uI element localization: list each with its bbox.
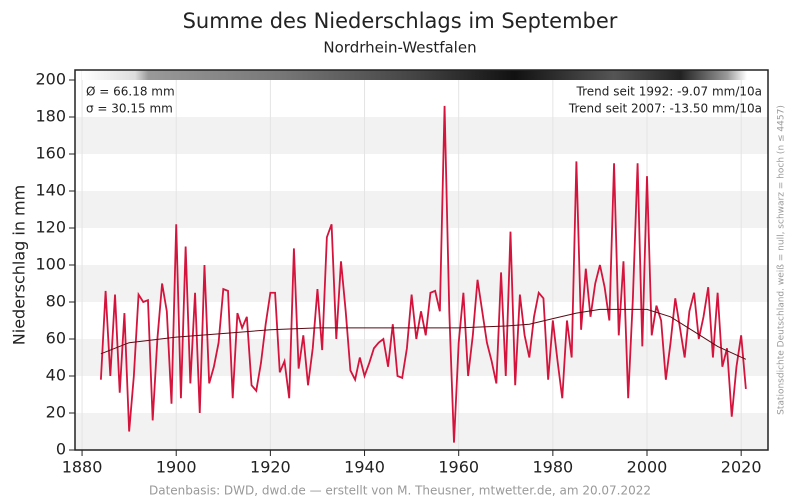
plot-background: [75, 70, 768, 450]
y-tick-label: 80: [46, 292, 66, 311]
chart-subtitle: Nordrhein-Westfalen: [323, 39, 476, 57]
y-axis-label: Niederschlag in mm: [10, 185, 29, 345]
x-tick-label: 2020: [721, 458, 762, 477]
y-tick-label: 160: [35, 144, 66, 163]
x-tick-label: 1900: [156, 458, 197, 477]
chart-title: Summe des Niederschlags im September: [183, 9, 618, 33]
side-note: Stationsdichte Deutschland. weiß = null,…: [777, 105, 787, 415]
x-tick-label: 2000: [627, 458, 668, 477]
y-tick-label: 140: [35, 181, 66, 200]
data-line: [99, 105, 747, 443]
plot-frame: [74, 69, 769, 451]
y-tick-label: 40: [46, 366, 66, 385]
y-tick-label: 180: [35, 107, 66, 126]
y-tick-label: 20: [46, 403, 66, 422]
x-tick-label: 1960: [438, 458, 479, 477]
annotation: Ø = 66.18 mm: [86, 85, 175, 99]
annotation: Trend seit 2007: -13.50 mm/10a: [568, 102, 762, 116]
smooth-line: [100, 308, 747, 360]
y-tick-label: 0: [56, 440, 66, 459]
source: Datenbasis: DWD, dwd.de — erstellt von M…: [149, 484, 651, 498]
grid-band: [75, 117, 768, 154]
annotation: Trend seit 1992: -9.07 mm/10a: [576, 85, 762, 99]
grid-band: [75, 265, 768, 302]
y-tick-label: 100: [35, 255, 66, 274]
x-tick-label: 1940: [344, 458, 385, 477]
y-tick-label: 200: [35, 70, 66, 89]
x-tick-label: 1980: [532, 458, 573, 477]
x-tick-label: 1880: [62, 458, 103, 477]
annotation: σ = 30.15 mm: [86, 102, 173, 116]
grid-band: [75, 413, 768, 450]
x-tick-label: 1920: [250, 458, 291, 477]
density-bar: [82, 70, 747, 80]
y-tick-label: 60: [46, 329, 66, 348]
y-tick-label: 120: [35, 218, 66, 237]
grid-band: [75, 191, 768, 228]
